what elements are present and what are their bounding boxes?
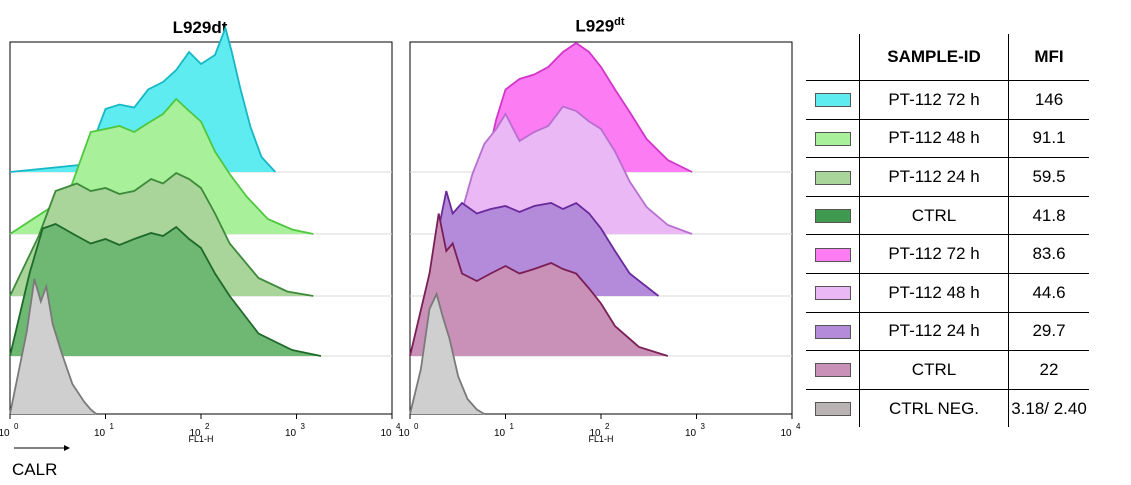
panel-title-right-sup: dt <box>614 16 625 28</box>
legend-mfi-value: 29.7 <box>1008 312 1089 352</box>
legend-header-swatch <box>806 34 860 81</box>
x-tick-exponent: 1 <box>110 422 115 431</box>
legend-swatch-cell <box>806 312 860 352</box>
legend-swatch-cell <box>806 196 860 236</box>
legend-swatch-cell <box>806 350 860 390</box>
legend-row: PT-112 24 h 29.7 <box>806 312 1089 352</box>
x-tick-label: 10 <box>589 428 601 439</box>
legend-swatch <box>814 286 851 301</box>
x-tick-label: 10 <box>494 428 506 439</box>
legend-swatch <box>814 170 851 185</box>
legend-row: CTRL NEG. 3.18/ 2.40 <box>806 389 1089 428</box>
legend-mfi-value: 41.8 <box>1008 196 1089 236</box>
histogram-fill <box>455 106 693 234</box>
x-tick-exponent: 4 <box>396 422 401 431</box>
legend-sample-id: CTRL <box>859 196 1009 236</box>
legend-swatch-cell <box>806 119 860 159</box>
x-tick-label: 10 <box>398 428 410 439</box>
x-tick-label: 10 <box>685 428 697 439</box>
legend-sample-id: PT-112 24 h <box>859 157 1009 197</box>
histogram-outline <box>454 105 693 235</box>
x-tick-exponent: 0 <box>414 422 419 431</box>
x-tick-exponent: 1 <box>510 422 515 431</box>
x-axis-label: FL1-H <box>188 434 213 444</box>
legend-row: PT-112 72 h 146 <box>806 80 1089 120</box>
legend-swatch <box>814 324 851 339</box>
histogram-fill <box>410 213 668 356</box>
histogram-outline <box>425 190 660 297</box>
legend-sample-id: CTRL NEG. <box>859 389 1009 428</box>
legend-mfi-value: 83.6 <box>1008 234 1089 274</box>
histogram-outline <box>9 97 314 235</box>
histogram-fill <box>426 191 659 296</box>
legend-swatch-cell <box>806 273 860 313</box>
legend-swatch-cell <box>806 234 860 274</box>
legend-swatch <box>814 363 851 378</box>
legend-sample-id: PT-112 48 h <box>859 273 1009 313</box>
calr-arrow-head <box>64 445 70 451</box>
legend-row: PT-112 48 h 44.6 <box>806 273 1089 313</box>
histogram-fill <box>10 224 321 356</box>
legend-sample-id: PT-112 72 h <box>859 80 1009 120</box>
x-tick-exponent: 3 <box>301 422 306 431</box>
legend-swatch <box>814 131 851 146</box>
x-tick-exponent: 4 <box>796 422 801 431</box>
x-tick-exponent: 2 <box>605 422 610 431</box>
histogram-outline <box>9 223 322 357</box>
legend-header-mfi: MFI <box>1008 34 1089 81</box>
x-axis-label: FL1-H <box>588 434 613 444</box>
histogram-outline <box>9 171 314 297</box>
marker-label-calr: CALR <box>12 460 58 479</box>
legend-swatch <box>814 93 851 108</box>
x-tick-label: 10 <box>189 428 201 439</box>
x-tick-exponent: 2 <box>205 422 210 431</box>
legend-mfi-value: 59.5 <box>1008 157 1089 197</box>
legend-mfi-value: 44.6 <box>1008 273 1089 313</box>
legend-mfi-value: 146 <box>1008 80 1089 120</box>
legend-swatch-cell <box>806 157 860 197</box>
x-tick-label: 10 <box>94 428 106 439</box>
histogram-outline <box>409 213 669 357</box>
x-tick-label: 10 <box>285 428 297 439</box>
legend-row: CTRL 22 <box>806 350 1089 390</box>
legend-sample-id: PT-112 24 h <box>859 312 1009 352</box>
legend-sample-id: PT-112 48 h <box>859 119 1009 159</box>
histogram-outline <box>9 278 97 415</box>
x-tick-exponent: 0 <box>14 422 19 431</box>
legend-mfi-value: 91.1 <box>1008 119 1089 159</box>
x-tick-label: 10 <box>380 428 392 439</box>
histogram-fill <box>10 28 276 172</box>
legend-swatch <box>814 402 851 417</box>
legend-swatch-cell <box>806 80 860 120</box>
legend-sample-id: PT-112 72 h <box>859 234 1009 274</box>
legend-mfi-value: 22 <box>1008 350 1089 390</box>
legend-mfi-value: 3.18/ 2.40 <box>1011 398 1087 418</box>
legend-sample-id: CTRL <box>859 350 1009 390</box>
panel-title-right: L929dt <box>520 16 680 37</box>
legend-row: CTRL 41.8 <box>806 196 1089 236</box>
x-tick-exponent: 3 <box>701 422 706 431</box>
legend-row: PT-112 72 h 83.6 <box>806 234 1089 274</box>
histogram-outline <box>483 41 693 173</box>
histogram-outline <box>9 25 276 173</box>
legend-row: PT-112 24 h 59.5 <box>806 157 1089 197</box>
legend-header-row: SAMPLE-ID MFI <box>806 34 1089 81</box>
panel-title-right-base: L929 <box>575 16 615 36</box>
histogram-fill <box>10 279 97 414</box>
legend-row: PT-112 48 h 91.1 <box>806 119 1089 159</box>
x-tick-label: 10 <box>0 428 10 439</box>
histogram-outline <box>409 291 485 415</box>
legend-swatch <box>814 247 851 262</box>
x-tick-label: 10 <box>780 428 792 439</box>
histogram-fill <box>410 294 485 414</box>
legend-swatch-cell <box>806 389 860 428</box>
legend-swatch <box>814 209 851 224</box>
legend-header-sample: SAMPLE-ID <box>859 34 1009 81</box>
panel-title-left: L929dt <box>172 18 228 37</box>
